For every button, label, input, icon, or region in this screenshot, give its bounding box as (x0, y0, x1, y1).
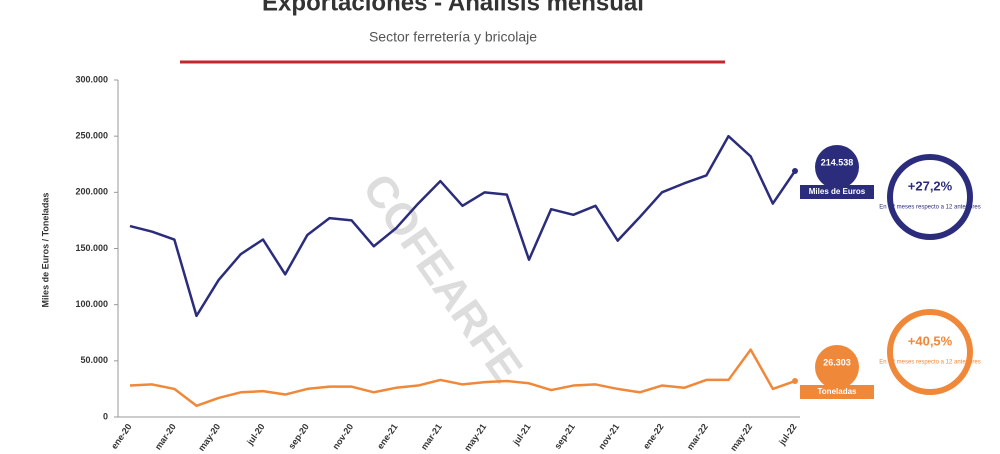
series-line (129, 134, 797, 318)
series-line (129, 348, 796, 408)
change-note: En 12 meses respecto a 12 anteriores (879, 360, 980, 366)
badge-tag (800, 185, 874, 199)
x-tick-label: may-20 (196, 422, 222, 453)
x-tick-label: sep-20 (286, 422, 311, 451)
end-point (792, 167, 798, 174)
x-tick-label: nov-21 (596, 422, 621, 452)
y-tick-label: 250.000 (75, 131, 108, 141)
badge-value: 214.538 (821, 157, 854, 167)
y-tick-label: 0 (103, 411, 108, 421)
x-tick-label: jul-22 (776, 422, 798, 448)
x-tick-label: sep-21 (552, 422, 577, 451)
end-point (792, 378, 798, 385)
change-value: +40,5% (908, 333, 953, 348)
chart-subtitle: Sector ferretería y bricolaje (369, 29, 537, 45)
x-tick-label: nov-20 (330, 422, 355, 452)
legend-label: Miles de Euros (809, 187, 866, 196)
x-tick-label: jul-20 (244, 422, 266, 448)
x-tick-label: ene-22 (641, 422, 666, 451)
y-tick-label: 150.000 (75, 243, 108, 253)
x-tick-label: mar-20 (153, 422, 178, 452)
y-tick-label: 50.000 (80, 355, 108, 365)
chart-title: Exportaciones - Análisis mensual (262, 0, 644, 16)
value-badge (815, 345, 859, 389)
x-tick-label: mar-22 (685, 422, 710, 452)
legend-label: Toneladas (818, 387, 858, 396)
x-tick-label: mar-21 (419, 422, 444, 452)
change-value: +27,2% (908, 178, 953, 193)
badge-tag (800, 385, 874, 399)
y-tick-label: 200.000 (75, 187, 108, 197)
value-badge (815, 145, 859, 189)
y-tick-label: 100.000 (75, 299, 108, 309)
watermark: COFEARFE (353, 165, 532, 391)
change-ring (887, 309, 973, 395)
x-tick-label: ene-21 (375, 422, 400, 451)
badge-value: 26.303 (823, 357, 851, 367)
change-ring (887, 154, 973, 240)
x-tick-label: may-22 (728, 422, 754, 453)
x-tick-label: ene-20 (109, 422, 134, 451)
x-tick-label: jul-21 (510, 422, 532, 448)
y-axis-label: Miles de Euros / Toneladas (40, 193, 50, 308)
x-tick-label: may-21 (462, 422, 488, 453)
y-tick-label: 300.000 (75, 74, 108, 84)
change-note: En 12 meses respecto a 12 anteriores (879, 205, 980, 211)
